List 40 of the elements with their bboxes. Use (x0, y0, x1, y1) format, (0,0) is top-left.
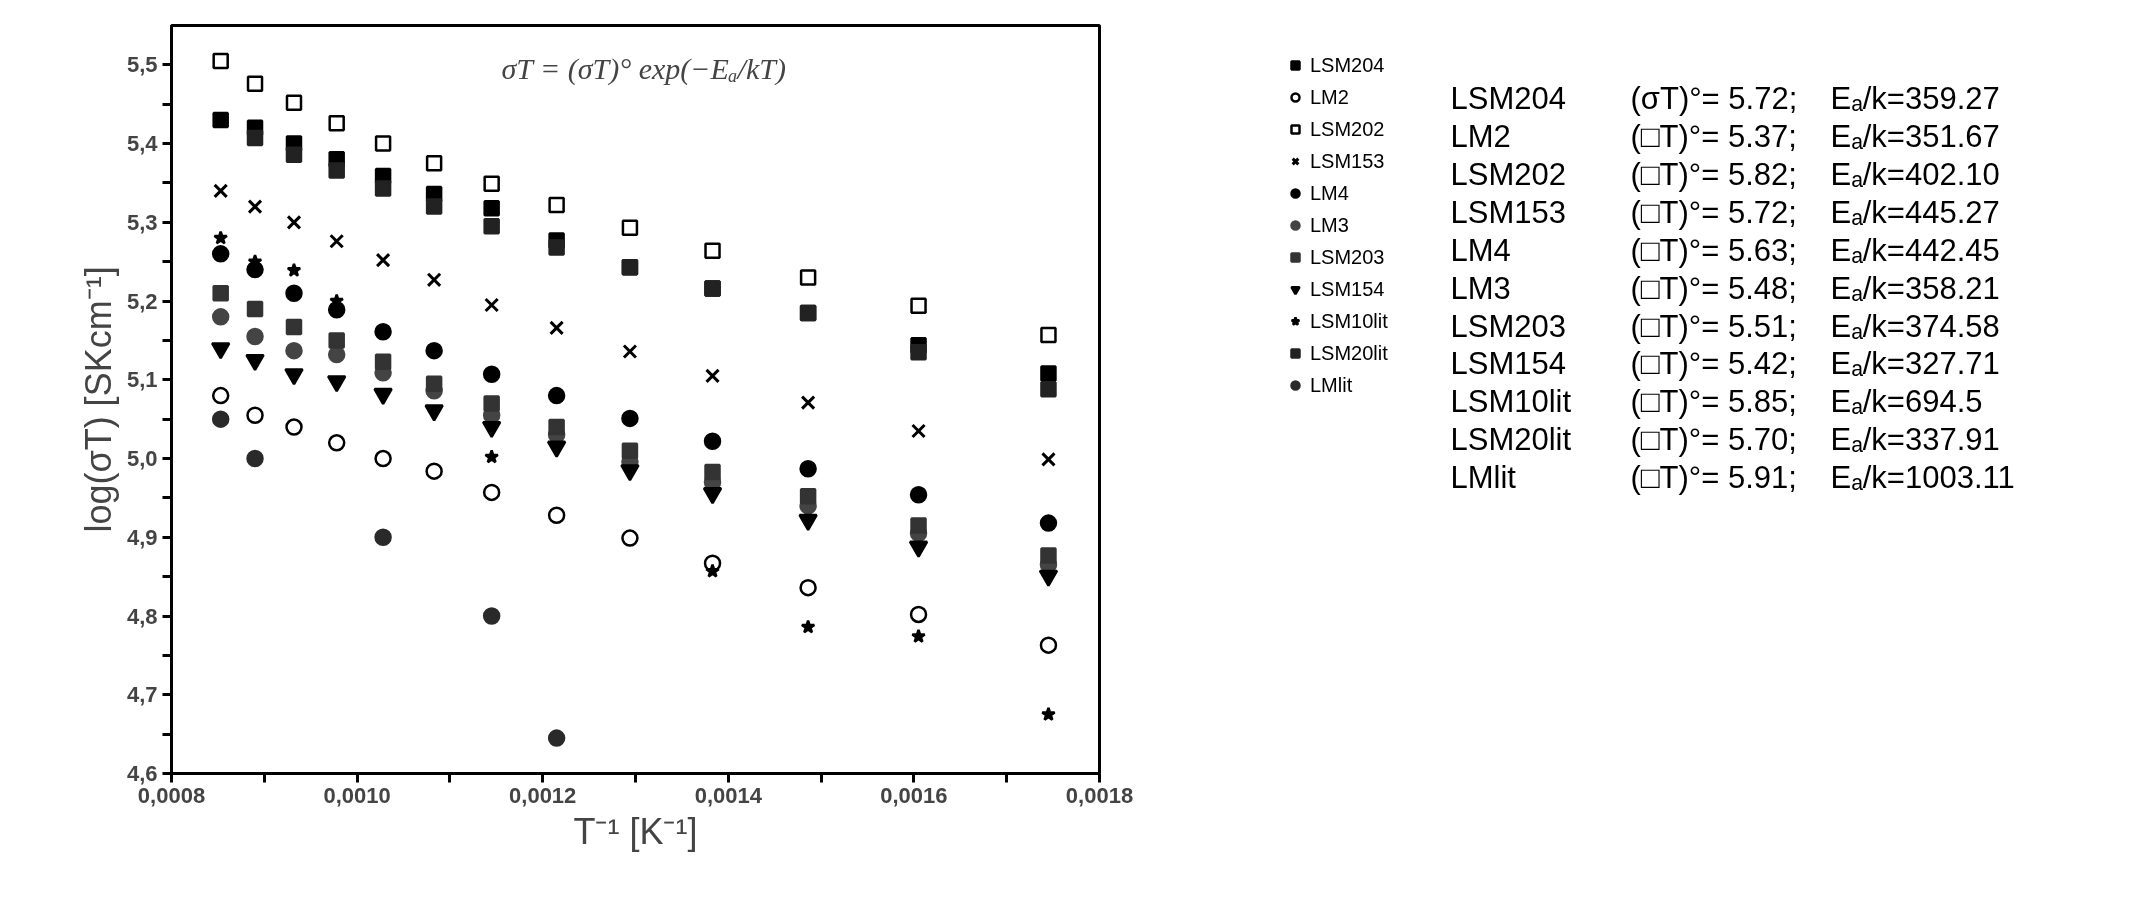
x-axis-title: T⁻¹ [K⁻¹] (573, 810, 698, 852)
x-tick-label: 0,0012 (509, 782, 577, 808)
text: LSM204 (σT)°= 5.72; Eₐ/k=359.27 (1450, 80, 2000, 116)
y-axis-title: log(σT) [SKcm⁻¹] (77, 266, 119, 533)
x-tick-label: 0,0016 (880, 782, 948, 808)
y-tick-label: 5,2 (126, 288, 158, 314)
legend-label: LM4 (1310, 180, 1349, 206)
legend-label: LSM203 (1310, 244, 1385, 270)
legend-label: LSM202 (1310, 116, 1385, 142)
legend-label: LMlit (1310, 372, 1353, 398)
legend-label: LM3 (1310, 212, 1349, 238)
y-tick-label: 4,6 (126, 761, 158, 786)
text: LSM202 (□T)°= 5.82; Eₐ/k=402.10 (1450, 156, 2000, 192)
y-tick-label: 5,5 (126, 52, 158, 78)
y-tick-label: 4,8 (126, 603, 158, 629)
text: LM3 (□T)°= 5.48; Eₐ/k=358.21 (1450, 270, 2000, 306)
text: LSM20lit (□T)°= 5.70; Eₐ/k=337.91 (1450, 422, 2000, 458)
text: LSM10lit (□T)°= 5.85; Eₐ/k=694.5 (1450, 384, 1983, 420)
x-tick-label: 0,0010 (323, 782, 391, 808)
text: LSM203 (□T)°= 5.51; Eₐ/k=374.58 (1450, 308, 2000, 344)
y-tick-label: 5,4 (126, 131, 159, 157)
y-tick-label: 5,3 (126, 209, 158, 235)
legend-label: LSM204 (1310, 52, 1385, 78)
legend-label: LSM10lit (1310, 308, 1388, 334)
legend-label: LM2 (1310, 84, 1349, 110)
text: LSM153 (□T)°= 5.72; Eₐ/k=445.27 (1450, 194, 2000, 230)
x-tick-label: 0,0018 (1065, 782, 1134, 808)
annotation: σT = (σT)° exp(−Eₐ/kT) (501, 52, 786, 86)
y-tick-label: 4,9 (126, 524, 158, 550)
y-tick-label: 5,1 (126, 367, 158, 393)
text: LMlit (□T)°= 5.91; Eₐ/k=1003.11 (1450, 460, 2015, 496)
legend-label: LSM20lit (1310, 340, 1388, 366)
y-tick-label: 4,7 (126, 682, 158, 708)
y-tick-label: 5,0 (126, 446, 158, 472)
text: LM4 (□T)°= 5.63; Eₐ/k=442.45 (1450, 232, 2000, 268)
x-tick-label: 0,0014 (694, 782, 763, 808)
text: LSM154 (□T)°= 5.42; Eₐ/k=327.71 (1450, 346, 2000, 382)
legend-label: LSM154 (1310, 276, 1385, 302)
legend-label: LSM153 (1310, 148, 1385, 174)
text: LM2 (□T)°= 5.37; Eₐ/k=351.67 (1450, 118, 2000, 154)
